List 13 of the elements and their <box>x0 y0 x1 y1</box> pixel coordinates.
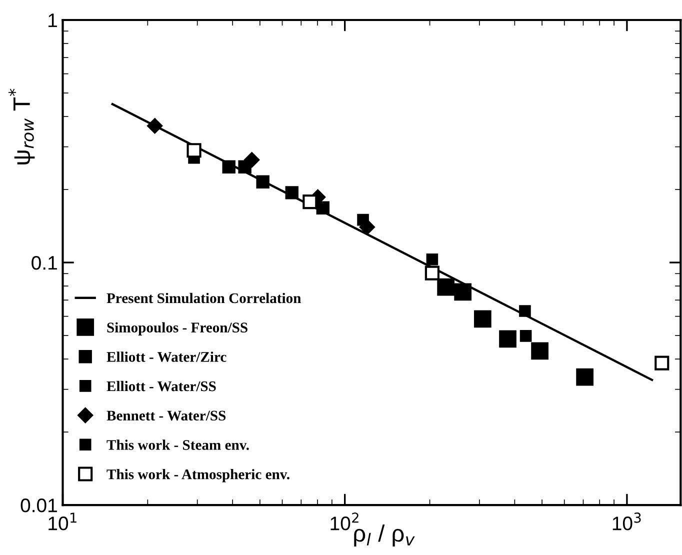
y-axis-title: ψ$_{row}$ T$^{*}$ <box>8 88 35 164</box>
y-tick-label: 0.1 <box>32 256 57 270</box>
legend-label: Present Simulation Correlation <box>106 292 301 304</box>
legend-label: Bennett - Water/SS <box>106 410 226 421</box>
legend-label: Elliott - Water/SS <box>106 380 216 392</box>
legend-label: This work - Atmospheric env. <box>106 469 290 482</box>
y-tick-label: 0.01 <box>20 498 57 512</box>
legend-label: Elliott - Water/Zirc <box>106 352 226 362</box>
legend-label: This work - Steam env. <box>106 440 249 450</box>
y-tick-label: 1 <box>48 14 57 28</box>
x-tick-label: 10$^{3}$ <box>612 512 641 530</box>
legend-label: Simopoulos - Freon/SS <box>107 322 248 336</box>
x-tick-label: 10$^{1}$ <box>48 512 76 530</box>
